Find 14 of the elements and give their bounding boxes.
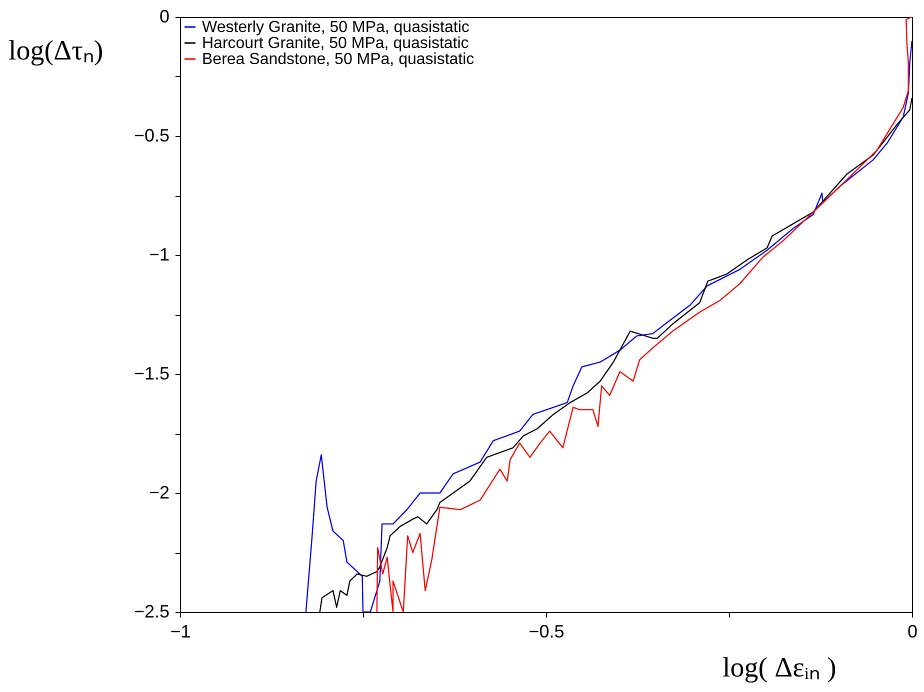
- y-tick-label: −2.5: [134, 602, 170, 622]
- legend-label: Berea Sandstone, 50 MPa, quasistatic: [202, 51, 474, 68]
- y-axis-title: log(Δτₙ): [8, 36, 104, 66]
- y-tick-label: −2: [148, 482, 170, 502]
- x-tick-label: −1: [170, 622, 191, 642]
- x-tick-label: 0: [907, 622, 918, 642]
- legend-label: Harcourt Granite, 50 MPa, quasistatic: [202, 35, 469, 52]
- x-tick-label: −0.5: [528, 622, 564, 642]
- legend-label: Westerly Granite, 50 MPa, quasistatic: [202, 19, 470, 36]
- y-tick-label: −1: [148, 244, 170, 264]
- y-tick-label: −0.5: [134, 126, 170, 146]
- x-axis-title: log( Δεᵢₙ ): [722, 652, 836, 684]
- y-tick-label: −1.5: [134, 364, 170, 384]
- y-tick-label: 0: [159, 6, 170, 26]
